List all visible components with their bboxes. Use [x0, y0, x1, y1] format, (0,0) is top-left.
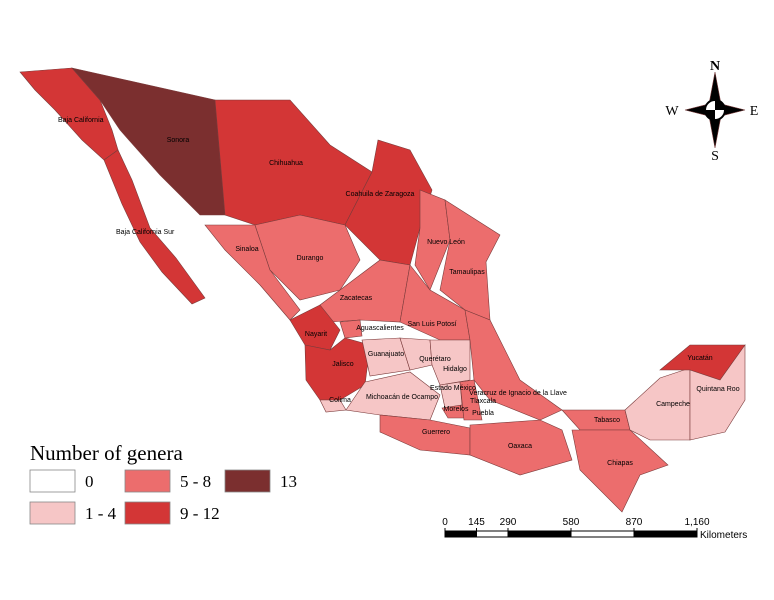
state-label: Jalisco: [332, 361, 354, 368]
state-label: Guanajuato: [368, 351, 404, 358]
state-label: Zacatecas: [340, 295, 373, 302]
state-region: [469, 419, 573, 476]
states: Baja California Baja California Sur Sonora…: [19, 67, 746, 513]
legend-title: Number of genera: [30, 441, 183, 465]
legend-swatch: [29, 501, 76, 525]
state-label: Tabasco: [594, 417, 620, 424]
state-label: Tamaulipas: [449, 269, 485, 276]
scale-label: 0: [442, 517, 448, 528]
state-label: Coahuila de Zaragoza: [346, 191, 415, 198]
legend-swatch: [29, 469, 76, 493]
state-label: Hidalgo: [443, 366, 467, 373]
scale-segment: [508, 531, 571, 537]
state-label: Oaxaca: [508, 443, 532, 450]
state-label: Puebla: [472, 410, 494, 417]
state-region: [289, 304, 341, 351]
state-label: Aguascalientes: [356, 325, 404, 332]
state-label: Colima: [329, 397, 351, 404]
state-region: [103, 149, 206, 305]
legend: Number of genera 0 1 - 4 5 - 8 9 - 12 13: [29, 441, 297, 525]
state-region: [339, 319, 363, 339]
legend-label: 9 - 12: [180, 504, 220, 523]
legend-swatch: [124, 469, 171, 493]
scale-label: 580: [563, 517, 580, 528]
compass-south: S: [711, 149, 719, 164]
state-region: [571, 429, 669, 513]
state-label: Baja California: [58, 117, 104, 124]
legend-label: 5 - 8: [180, 472, 211, 491]
legend-label: 1 - 4: [85, 504, 117, 523]
compass: N S E W: [665, 59, 758, 164]
state-label: Guerrero: [422, 429, 450, 436]
state-label: San Luis Potosí: [407, 321, 456, 328]
state-region: [459, 379, 483, 421]
state-label: Tlaxcala: [470, 398, 496, 405]
state-label: Estado México: [430, 385, 476, 392]
state-label: Quintana Roo: [696, 386, 739, 393]
scale-label: 290: [500, 517, 517, 528]
scale-segment: [445, 531, 477, 537]
state-region: [254, 214, 361, 301]
state-label: Morelos: [444, 406, 469, 413]
scale-unit: Kilometers: [700, 530, 747, 541]
state-label: Chihuahua: [269, 160, 303, 167]
scale-label: 1,160: [684, 517, 709, 528]
scale-bar: Kilometers 0 145 290 580 870 1,160: [442, 517, 747, 541]
state-label: Veracruz de Ignacio de la Llave: [469, 390, 567, 397]
legend-label: 0: [85, 472, 94, 491]
state-label: Querétaro: [419, 356, 451, 363]
compass-east: E: [750, 104, 759, 119]
state-label: Michoacán de Ocampo: [366, 394, 438, 401]
legend-swatch: [124, 501, 171, 525]
state-label: Durango: [297, 255, 324, 262]
state-label: Campeche: [656, 401, 690, 408]
scale-label: 870: [626, 517, 643, 528]
scale-label: 145: [468, 517, 485, 528]
state-label: Sinaloa: [235, 246, 258, 253]
legend-swatch: [224, 469, 271, 493]
compass-west: W: [665, 104, 679, 119]
state-label: Yucatán: [687, 355, 712, 362]
scale-segment: [634, 531, 697, 537]
state-label: Baja California Sur: [116, 229, 175, 236]
state-label: Nuevo León: [427, 239, 465, 246]
compass-north: N: [710, 59, 720, 74]
state-label: Sonora: [167, 137, 190, 144]
legend-label: 13: [280, 472, 297, 491]
state-label: Chiapas: [607, 460, 633, 467]
state-label: Nayarit: [305, 331, 327, 338]
state-region: [689, 344, 746, 441]
